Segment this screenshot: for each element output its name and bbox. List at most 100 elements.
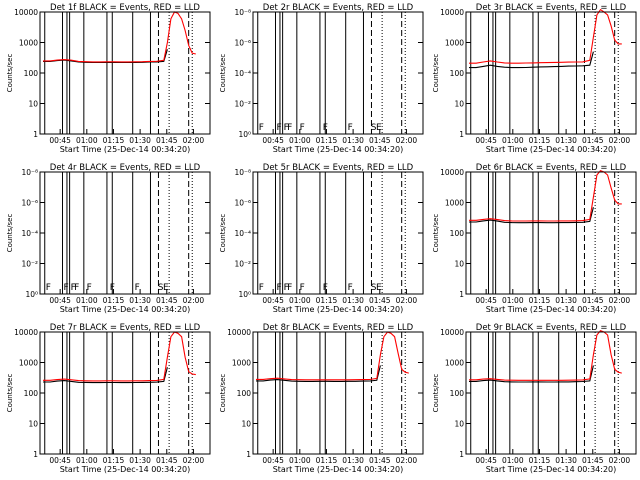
y-tick-label: 10000: [440, 328, 464, 337]
y-axis-label: Counts/sec: [6, 374, 14, 413]
x-tick-label: 01:30: [129, 296, 151, 305]
y-tick-label: 1000: [19, 39, 38, 48]
x-tick-label: 01:15: [103, 456, 125, 465]
flag-label: F: [135, 283, 140, 293]
y-tick-label: 10000: [227, 328, 251, 337]
x-axis-label: Start Time (25-Dec-14 00:34:20): [60, 145, 191, 154]
y-tick-label: 1: [246, 450, 251, 459]
chart-panel-8: Det 8r BLACK = Events, RED = LLD 1 10 100 10…: [219, 323, 424, 474]
series-line-lld: [43, 331, 196, 382]
y-tick-label: 10⁰: [25, 290, 38, 299]
y-tick-label: 1: [33, 450, 38, 459]
x-tick-label: 02:00: [183, 136, 205, 145]
x-tick-label: 01:30: [555, 296, 577, 305]
x-tick-label: 00:45: [475, 456, 497, 465]
y-tick-label: 10000: [14, 8, 38, 17]
y-tick-label: 1000: [445, 39, 464, 48]
y-tick-label: 10⁰: [238, 130, 251, 139]
x-tick-label: 01:15: [316, 456, 338, 465]
x-tick-label: 00:45: [262, 136, 284, 145]
flag-label: S: [158, 283, 164, 293]
y-tick-label: 10⁻²: [21, 260, 38, 269]
flag-label: F: [87, 283, 92, 293]
y-tick-label: 10: [454, 420, 464, 429]
y-tick-label: 10⁻⁸: [234, 8, 251, 17]
y-tick-label: 10: [28, 420, 38, 429]
y-axis-label: Counts/sec: [219, 374, 227, 413]
chart-panel-3: Det 3r BLACK = Events, RED = LLD 1 10 100 10…: [432, 3, 637, 154]
x-tick-label: 01:00: [502, 136, 524, 145]
x-tick-label: 00:45: [475, 296, 497, 305]
y-tick-label: 1: [33, 130, 38, 139]
y-tick-label: 10⁻⁴: [234, 229, 251, 238]
x-tick-label: 01:15: [103, 136, 125, 145]
x-tick-label: 01:45: [156, 296, 178, 305]
x-axis-label: Start Time (25-Dec-14 00:34:20): [273, 305, 404, 314]
y-tick-label: 10: [28, 100, 38, 109]
x-tick-label: 00:45: [49, 296, 71, 305]
flag-label: F: [284, 123, 289, 133]
flag-label: F: [323, 283, 328, 293]
x-tick-label: 01:00: [76, 296, 98, 305]
flag-label: F: [74, 283, 79, 293]
y-axis-label: Counts/sec: [219, 54, 227, 93]
x-axis-label: Start Time (25-Dec-14 00:34:20): [60, 465, 191, 474]
x-tick-label: 01:15: [529, 296, 551, 305]
y-tick-label: 1000: [19, 359, 38, 368]
event-markers: [44, 172, 193, 294]
y-tick-label: 100: [450, 389, 465, 398]
series-line-events: [469, 365, 594, 383]
flag-label: F: [287, 283, 292, 293]
y-tick-label: 10⁻⁶: [234, 199, 251, 208]
y-tick-label: 10⁰: [238, 290, 251, 299]
y-tick-label: 1: [459, 450, 464, 459]
x-tick-label: 01:15: [103, 296, 125, 305]
y-tick-label: 1: [459, 130, 464, 139]
y-tick-label: 100: [237, 389, 252, 398]
panel-title: Det 7r BLACK = Events, RED = LLD: [50, 323, 201, 333]
y-tick-label: 1000: [445, 359, 464, 368]
x-tick-label: 01:45: [156, 136, 178, 145]
y-axis-label: Counts/sec: [6, 54, 14, 93]
flag-label: F: [46, 283, 51, 293]
y-tick-label: 1000: [445, 199, 464, 208]
series-line-lld: [469, 8, 622, 64]
x-tick-label: 01:30: [342, 456, 364, 465]
x-tick-label: 01:45: [369, 296, 391, 305]
flag-label: E: [376, 283, 382, 293]
x-tick-label: 01:30: [555, 456, 577, 465]
y-tick-label: 1: [459, 290, 464, 299]
series-line-lld: [469, 330, 622, 381]
flag-label: F: [277, 283, 282, 293]
x-tick-label: 00:45: [49, 136, 71, 145]
x-tick-label: 02:00: [609, 456, 631, 465]
flag-label: S: [371, 123, 377, 133]
flag-label: F: [277, 123, 282, 133]
x-axis-label: Start Time (25-Dec-14 00:34:20): [273, 465, 404, 474]
x-axis-label: Start Time (25-Dec-14 00:34:20): [486, 305, 617, 314]
series-line-events: [256, 365, 381, 382]
panel-title: Det 8r BLACK = Events, RED = LLD: [263, 323, 414, 333]
event-markers: [470, 12, 619, 134]
flag-label: S: [371, 283, 377, 293]
event-markers: [257, 172, 406, 294]
x-tick-label: 01:30: [129, 456, 151, 465]
x-tick-label: 00:45: [49, 456, 71, 465]
x-tick-label: 02:00: [609, 136, 631, 145]
flag-label: E: [163, 283, 169, 293]
y-tick-label: 100: [24, 69, 39, 78]
flag-label: F: [348, 123, 353, 133]
x-tick-label: 01:45: [369, 456, 391, 465]
series-line-lld: [43, 11, 196, 63]
x-tick-label: 00:45: [262, 456, 284, 465]
y-axis-label: Counts/sec: [219, 214, 227, 253]
x-tick-label: 01:45: [582, 456, 604, 465]
flag-label: F: [323, 123, 328, 133]
flag-label: F: [284, 283, 289, 293]
series-line-events: [469, 207, 594, 224]
y-tick-label: 10000: [440, 8, 464, 17]
x-tick-label: 02:00: [609, 296, 631, 305]
